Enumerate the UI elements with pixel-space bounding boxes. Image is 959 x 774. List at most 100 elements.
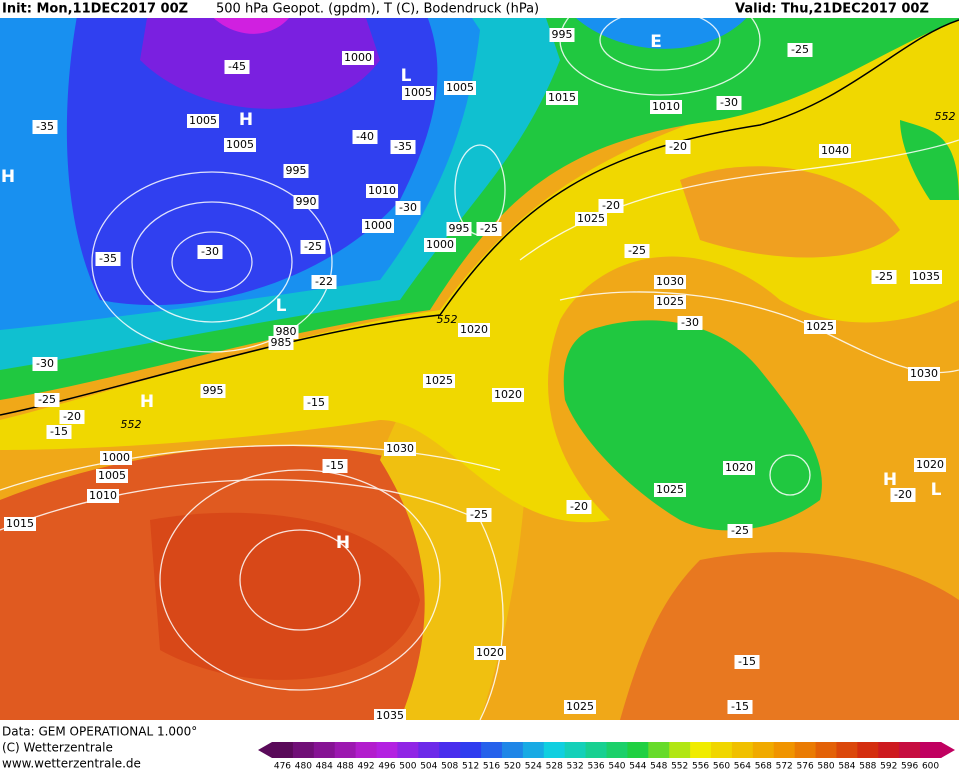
- label-box: [575, 212, 607, 226]
- label-box: [46, 425, 72, 439]
- isoline-label: -25: [38, 393, 56, 406]
- colorbar-tick-label: 500: [399, 762, 416, 771]
- label-box: [458, 323, 490, 337]
- label-box: [787, 43, 813, 57]
- colorbar-tick-label: 588: [859, 762, 876, 771]
- colorbar-tick-label: 572: [776, 762, 793, 771]
- isoline-label: 1025: [425, 374, 453, 387]
- isoline-label: 1025: [806, 320, 834, 333]
- label-box: [492, 388, 524, 402]
- isoline-label: 1020: [476, 646, 504, 659]
- isoline-label: 1035: [376, 709, 404, 722]
- colorbar-tick-label: 536: [587, 762, 604, 771]
- colorbar-segment: [669, 742, 691, 758]
- label-box: [665, 140, 691, 154]
- colorbar-tick-label: 488: [337, 762, 354, 771]
- colorbar-segment: [585, 742, 607, 758]
- label-box: [723, 461, 755, 475]
- colorbar-segment: [920, 742, 942, 758]
- label-box: [727, 700, 753, 714]
- colorbar-segment: [899, 742, 921, 758]
- colorbar-tick-label: 580: [817, 762, 834, 771]
- colorbar-tick-label: 560: [713, 762, 730, 771]
- label-box: [374, 709, 406, 723]
- colorbar-segment: [627, 742, 649, 758]
- label-box: [871, 270, 897, 284]
- label-box: [446, 222, 472, 236]
- colorbar-tick-label: 556: [692, 762, 709, 771]
- valid-time: Valid: Thu,21DEC2017 00Z: [735, 2, 929, 17]
- colorbar-segment: [564, 742, 587, 758]
- colorbar-segment: [648, 742, 670, 758]
- label-box: [95, 252, 121, 266]
- header-bar: [0, 0, 959, 18]
- colorbar-tick-label: 592: [880, 762, 897, 771]
- label-box: [322, 459, 348, 473]
- isoline-label: 1000: [426, 238, 454, 251]
- isoline-label: -25: [875, 270, 893, 283]
- label-box: [598, 199, 624, 213]
- isoline-label: -15: [307, 396, 325, 409]
- pressure-center: L: [931, 480, 942, 500]
- label-box: [819, 144, 851, 158]
- label-box: [734, 655, 760, 669]
- label-box: [4, 517, 36, 531]
- colorbar-tick-label: 564: [734, 762, 751, 771]
- isoline-label: 980: [276, 325, 297, 338]
- colorbar: 476 480 484 488 492 496 500 504 508 512 516 520 524 5…: [258, 742, 955, 772]
- label-box: [390, 140, 416, 154]
- label-box: [546, 91, 578, 105]
- colorbar-tick-label: 596: [901, 762, 918, 771]
- label-box: [200, 384, 226, 398]
- label-box: [34, 393, 60, 407]
- label-box: [444, 81, 476, 95]
- isoline-label: -15: [738, 655, 756, 668]
- isoline-label: -35: [36, 120, 54, 133]
- isoline-label: 1000: [364, 219, 392, 232]
- pressure-center: E: [650, 32, 662, 52]
- isoline-label: 1025: [566, 700, 594, 713]
- colorbar-tick-label: 568: [755, 762, 772, 771]
- pressure-center: H: [883, 470, 897, 490]
- colorbar-tick-label: 476: [274, 762, 291, 771]
- label-box: [424, 238, 456, 252]
- isoline-label: 1005: [446, 81, 474, 94]
- colorbar-segment: [773, 742, 796, 758]
- isoline-label: 1005: [189, 114, 217, 127]
- isoline-label: 1040: [821, 144, 849, 157]
- colorbar-tick-label: 544: [629, 762, 646, 771]
- colorbar-tick-label: 552: [671, 762, 688, 771]
- label-box: [908, 367, 940, 381]
- isoline-label: -25: [731, 524, 749, 537]
- label-box: [311, 275, 337, 289]
- isoline-label: -25: [791, 43, 809, 56]
- pressure-center: L: [401, 66, 412, 86]
- label-box: [716, 96, 742, 110]
- isoline-label: 1035: [912, 270, 940, 283]
- label-box: [727, 524, 753, 538]
- colorbar-segment: [711, 742, 733, 758]
- label-box: [300, 240, 326, 254]
- isoline-label: -20: [63, 410, 81, 423]
- colorbar-tick-label: 540: [608, 762, 625, 771]
- label-box: [362, 219, 394, 233]
- label-box: [283, 164, 309, 178]
- label-box: [654, 275, 686, 289]
- label-box: [677, 316, 703, 330]
- colorbar-segment: [355, 742, 378, 758]
- map-background: [0, 0, 959, 721]
- label-box: [466, 508, 492, 522]
- label-box: [566, 500, 592, 514]
- isoline-label: 1005: [226, 138, 254, 151]
- copyright: (C) Wetterzentrale: [2, 741, 113, 755]
- isoline-label: 1000: [344, 51, 372, 64]
- label-box: [423, 374, 455, 388]
- isoline-label: 1025: [656, 295, 684, 308]
- label-box: [914, 458, 946, 472]
- label-box: [224, 138, 256, 152]
- colorbar-tick-label: 528: [546, 762, 563, 771]
- colorbar-tick-label: 516: [483, 762, 500, 771]
- isoline-label: 1010: [89, 489, 117, 502]
- colorbar-tick-label: 532: [567, 762, 584, 771]
- colorbar-segment: [857, 742, 879, 758]
